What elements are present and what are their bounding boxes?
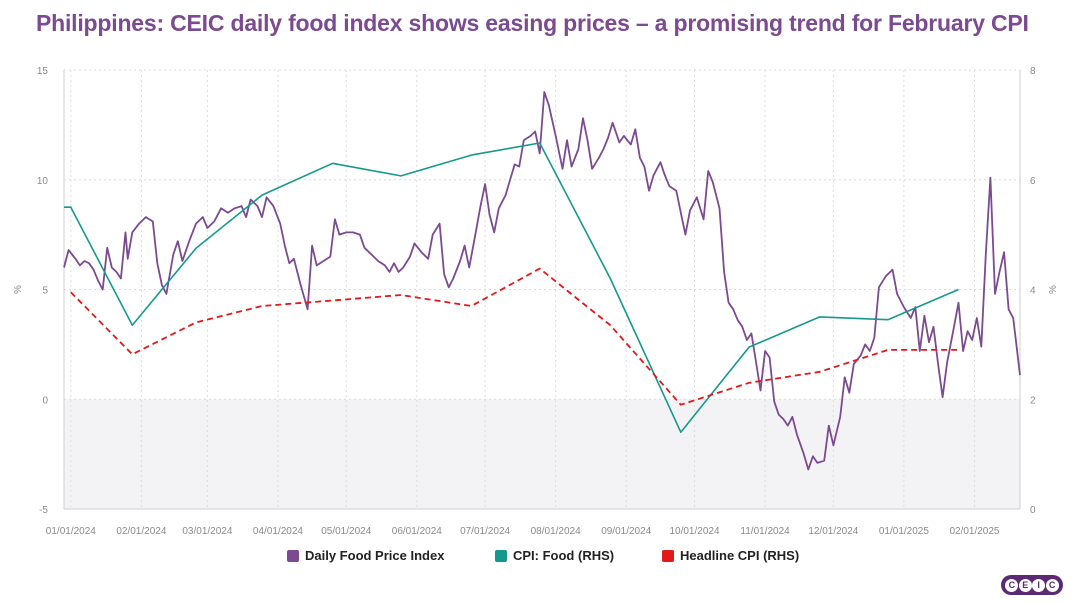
x-tick-label: 11/01/2024 xyxy=(740,526,790,537)
x-tick-label: 04/01/2024 xyxy=(253,526,303,537)
series-line-headline-cpi xyxy=(70,267,959,406)
series-line-cpi-food xyxy=(64,142,959,434)
y-right-tick-label: 6 xyxy=(1030,176,1036,187)
x-tick-label: 01/01/2024 xyxy=(46,526,96,537)
legend-item-headline-cpi: Headline CPI (RHS) xyxy=(662,548,799,563)
chart-title: Philippines: CEIC daily food index shows… xyxy=(36,10,1029,36)
legend-swatch-food xyxy=(495,549,507,562)
legend-item-daily-food-index: Daily Food Price Index xyxy=(287,548,444,563)
x-tick-label: 09/01/2024 xyxy=(601,526,651,537)
logo-letter: C xyxy=(1045,578,1059,592)
ceic-logo: C E I C xyxy=(1001,575,1063,595)
legend-label-food: CPI: Food (RHS) xyxy=(513,548,615,563)
x-tick-label: 02/01/2024 xyxy=(116,526,166,537)
y-left-tick-label: 0 xyxy=(42,395,48,406)
y-left-tick-label: 10 xyxy=(37,176,49,187)
y-right-tick-label: 4 xyxy=(1030,286,1036,297)
legend-label-daily: Daily Food Price Index xyxy=(305,548,445,563)
series-line-daily-food-index xyxy=(63,91,1021,471)
y-right-tick-label: 0 xyxy=(1030,505,1036,516)
x-tick-label: 08/01/2024 xyxy=(531,526,581,537)
x-tick-label: 07/01/2024 xyxy=(460,526,510,537)
series-lines xyxy=(63,91,1021,471)
y-right-tick-label: 8 xyxy=(1030,66,1036,77)
y-right-axis-label: % xyxy=(1048,285,1059,294)
y-left-tick-label: 15 xyxy=(37,66,49,77)
x-tick-label: 05/01/2024 xyxy=(321,526,371,537)
y-left-tick-label: -5 xyxy=(39,505,48,516)
y-right-tick-label: 2 xyxy=(1030,395,1036,406)
axes: -5 0 5 10 15 0 2 4 6 8 01/01/2024 02/01/2024 03/01/2… xyxy=(13,66,1059,537)
x-tick-label: 06/01/2024 xyxy=(392,526,442,537)
x-tick-label: 02/01/2025 xyxy=(949,526,999,537)
legend: Daily Food Price Index CPI: Food (RHS) H… xyxy=(0,548,1072,568)
logo-letter: C xyxy=(1005,578,1019,592)
legend-label-headline: Headline CPI (RHS) xyxy=(680,548,800,563)
legend-swatch-headline xyxy=(662,549,674,562)
x-tick-label: 10/01/2024 xyxy=(669,526,719,537)
y-left-axis-label: % xyxy=(13,285,24,294)
plot-background xyxy=(64,399,1020,509)
legend-item-cpi-food: CPI: Food (RHS) xyxy=(495,548,614,563)
logo-letter: E xyxy=(1018,578,1032,592)
x-tick-label: 01/01/2025 xyxy=(879,526,929,537)
x-tick-label: 12/01/2024 xyxy=(808,526,858,537)
x-tick-label: 03/01/2024 xyxy=(182,526,232,537)
y-left-tick-label: 5 xyxy=(42,286,48,297)
legend-swatch-daily xyxy=(287,549,299,562)
negative-region-shade xyxy=(64,399,1020,509)
logo-letter: I xyxy=(1032,578,1046,592)
